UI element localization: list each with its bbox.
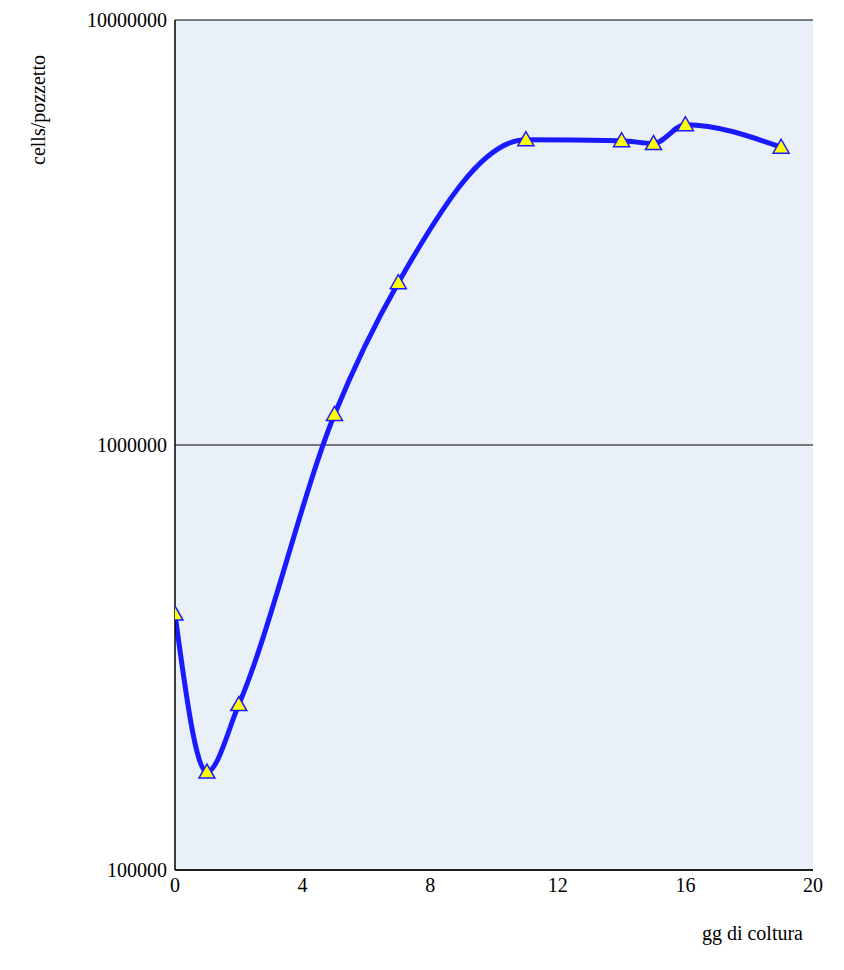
svg-text:16: 16	[675, 874, 695, 896]
svg-text:100000: 100000	[107, 859, 167, 881]
svg-text:8: 8	[425, 874, 435, 896]
svg-text:cells/pozzetto: cells/pozzetto	[27, 55, 50, 165]
svg-text:gg di coltura: gg di coltura	[702, 922, 803, 945]
svg-text:20: 20	[803, 874, 823, 896]
svg-text:10000000: 10000000	[87, 9, 167, 31]
svg-text:0: 0	[170, 874, 180, 896]
svg-text:1000000: 1000000	[97, 434, 167, 456]
svg-text:12: 12	[548, 874, 568, 896]
svg-text:4: 4	[298, 874, 308, 896]
